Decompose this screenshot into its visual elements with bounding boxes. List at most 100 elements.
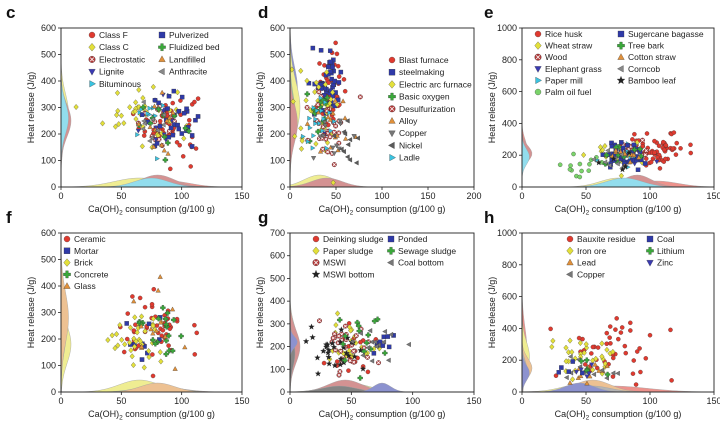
data-point — [138, 323, 144, 329]
data-point — [648, 159, 654, 165]
data-point — [321, 360, 327, 366]
data-point — [301, 133, 306, 140]
data-point — [328, 69, 333, 74]
data-point — [584, 380, 590, 386]
legend-marker — [566, 246, 574, 255]
y-tick-label: 700 — [270, 228, 285, 238]
data-point — [608, 341, 613, 346]
data-point — [331, 133, 337, 139]
data-point — [613, 327, 618, 332]
data-point — [180, 154, 186, 159]
legend-marker — [388, 141, 395, 149]
data-point — [336, 74, 342, 79]
data-point — [581, 151, 587, 158]
legend-label: Zinc — [657, 258, 674, 268]
data-point — [652, 150, 657, 155]
legend-marker — [158, 31, 166, 39]
data-point — [586, 371, 592, 377]
legend-label: Alloy — [399, 116, 418, 126]
legend-item: Basic oxygen — [388, 92, 450, 102]
data-point — [559, 365, 564, 370]
data-point — [576, 335, 582, 341]
legend-marker — [389, 154, 396, 162]
x-axis-label: Ca(OH)2 consumption (g/100 g) — [555, 409, 682, 422]
data-point — [631, 142, 637, 148]
legend-marker — [312, 235, 320, 243]
legend-label: Lead — [577, 258, 596, 268]
legend-marker — [63, 270, 71, 279]
legend-label: Rice husk — [545, 29, 583, 39]
axes-frame — [289, 232, 475, 393]
data-point — [327, 117, 333, 122]
legend-label: Wheat straw — [545, 41, 593, 51]
legend-marker — [617, 53, 625, 60]
x-tick-label: 50 — [116, 396, 126, 406]
data-point — [331, 362, 339, 369]
data-point — [341, 148, 346, 155]
data-point — [147, 120, 154, 127]
data-point — [586, 168, 591, 173]
data-point — [155, 287, 161, 293]
legend-label: Ponded — [398, 234, 428, 244]
data-point — [571, 151, 576, 157]
data-point — [309, 334, 316, 341]
data-point — [158, 358, 164, 365]
data-point — [583, 341, 589, 348]
legend-label: Blast furnace — [399, 55, 449, 65]
data-point — [157, 319, 164, 325]
series-glass — [131, 274, 188, 371]
data-point — [325, 353, 332, 360]
data-point — [162, 316, 169, 322]
data-point — [170, 110, 176, 115]
data-point — [657, 166, 663, 171]
series-lead — [567, 361, 610, 386]
data-point — [381, 339, 386, 345]
data-point — [146, 348, 152, 354]
legend-label: Iron ore — [577, 246, 607, 256]
data-point — [310, 145, 316, 151]
data-point — [656, 143, 662, 149]
legend-marker — [646, 247, 654, 255]
legend-marker — [535, 76, 542, 84]
data-point — [642, 161, 648, 166]
data-point — [587, 162, 592, 167]
data-point — [304, 121, 311, 126]
data-point — [325, 360, 333, 367]
data-point — [589, 351, 594, 356]
series-coal — [556, 359, 585, 376]
data-point — [100, 120, 106, 127]
panel-label: f — [6, 208, 12, 227]
legend-marker — [158, 68, 165, 76]
data-point — [603, 152, 610, 158]
x-density — [61, 382, 242, 393]
legend-item: Tree bark — [617, 41, 665, 51]
legend-marker — [88, 43, 96, 52]
data-point — [162, 157, 169, 163]
y-tick-label: 0 — [280, 182, 285, 192]
y-tick-label: 400 — [41, 281, 56, 291]
data-point — [573, 370, 579, 375]
data-point — [130, 362, 136, 369]
y-tick-label: 400 — [41, 76, 56, 86]
legend-label: Brick — [74, 258, 94, 268]
legend-item: Wood — [534, 52, 567, 62]
data-point — [304, 77, 310, 84]
data-point — [360, 352, 366, 358]
data-point — [589, 362, 595, 368]
axes-frame — [521, 27, 715, 188]
data-point — [127, 104, 133, 111]
legend-label: Fluidized bed — [169, 42, 220, 52]
y-density — [521, 28, 530, 188]
panel-f: f 0 50 100 150 0 100 200 300 400 500 600 Ca(OH)2 con… — [6, 208, 250, 422]
legend-marker — [566, 270, 573, 278]
data-point — [115, 342, 121, 349]
data-point — [334, 51, 340, 57]
x-tick-label: 0 — [287, 396, 292, 406]
y-tick-label: 100 — [270, 364, 285, 374]
data-point — [150, 83, 156, 90]
legend-label: Wood — [545, 52, 567, 62]
data-point — [579, 168, 584, 174]
data-point — [150, 322, 156, 329]
